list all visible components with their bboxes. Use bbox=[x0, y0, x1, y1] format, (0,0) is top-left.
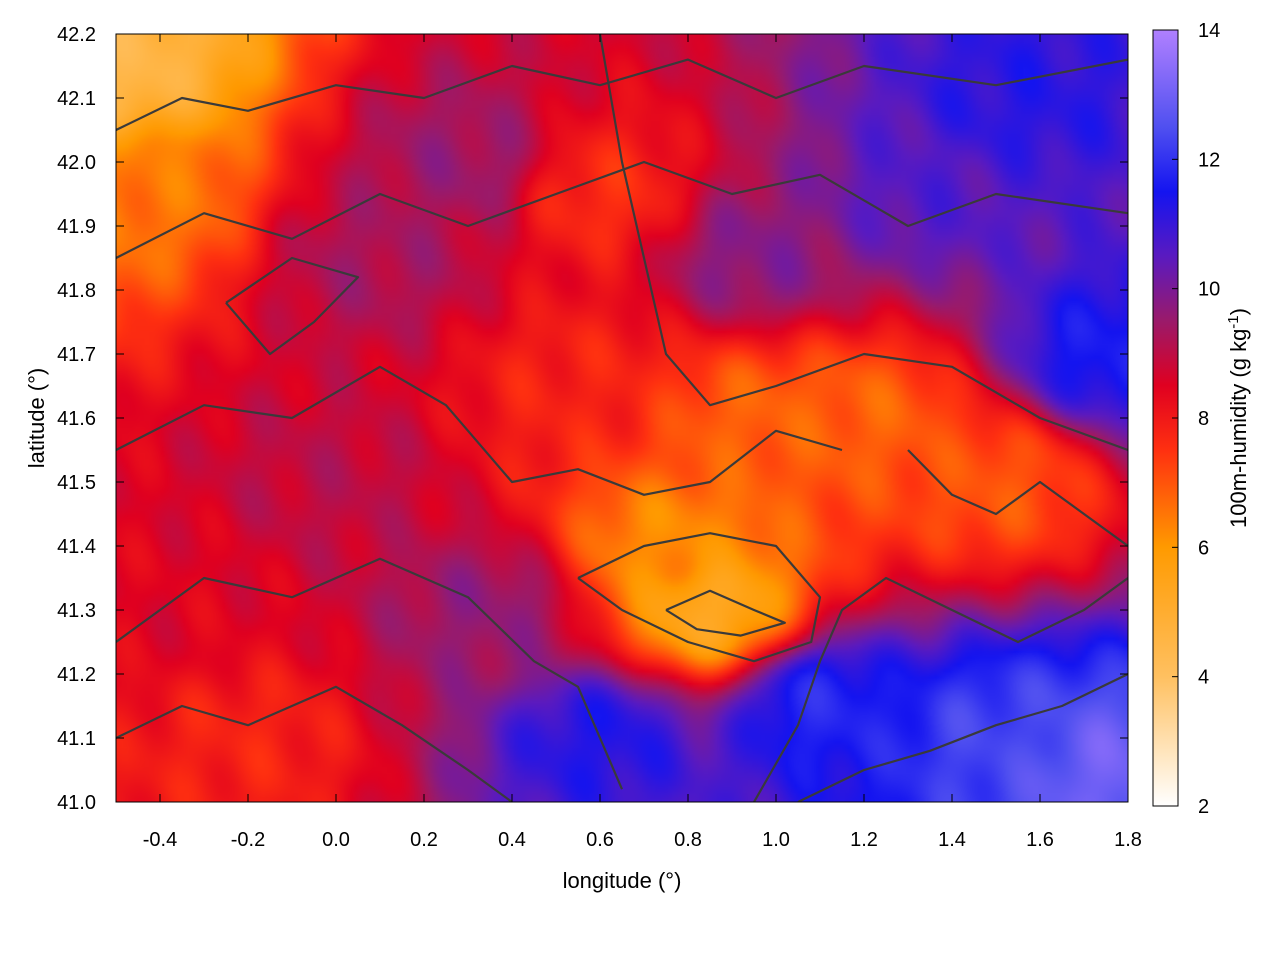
x-tick-label: 0.4 bbox=[498, 829, 526, 851]
colorbar-tick-label: 12 bbox=[1198, 149, 1220, 171]
x-tick-label: 0.0 bbox=[322, 829, 350, 851]
y-tick-label: 42.2 bbox=[57, 24, 96, 46]
y-tick-label: 41.3 bbox=[57, 600, 96, 622]
colorbar-tick-label: 10 bbox=[1198, 279, 1220, 301]
contour-line bbox=[116, 685, 513, 802]
x-tick-label: 1.6 bbox=[1026, 829, 1054, 851]
x-tick-label: 1.4 bbox=[938, 829, 966, 851]
colorbar-tick-label: 14 bbox=[1198, 20, 1220, 42]
contour-line bbox=[797, 673, 1128, 802]
colorbar-title-end: ) bbox=[1226, 308, 1251, 315]
contour-line bbox=[753, 576, 1128, 802]
contour-lines bbox=[116, 34, 1128, 802]
colorbar: 2 4 6 8 10 12 14 100m-humidity (g kg-1) bbox=[1152, 20, 1251, 818]
contour-line bbox=[116, 557, 624, 790]
y-tick-label: 41.7 bbox=[57, 344, 96, 366]
y-tick-label: 42.0 bbox=[57, 152, 96, 174]
x-axis: -0.4 -0.2 0.0 0.2 0.4 0.6 0.8 1.0 1.2 1.4 1.6 1.8 bbox=[143, 34, 1142, 851]
y-tick-label: 41.8 bbox=[57, 280, 96, 302]
x-tick-label: 1.0 bbox=[762, 829, 790, 851]
x-tick-label: 0.2 bbox=[410, 829, 438, 851]
y-tick-label: 42.1 bbox=[57, 88, 96, 110]
y-tick-label: 41.6 bbox=[57, 408, 96, 430]
plot-area bbox=[116, 34, 1128, 802]
y-tick-label: 41.2 bbox=[57, 664, 96, 686]
colorbar-tick-label: 2 bbox=[1198, 796, 1209, 818]
contour-line bbox=[116, 58, 1128, 131]
x-tick-label: 0.8 bbox=[674, 829, 702, 851]
x-tick-label: -0.2 bbox=[231, 829, 265, 851]
y-axis: 41.0 41.1 41.2 41.3 41.4 41.5 41.6 41.7 41.8 41.9… bbox=[57, 24, 1128, 814]
colorbar-title-sup: -1 bbox=[1225, 315, 1242, 328]
contour-line bbox=[116, 160, 1128, 259]
x-axis-title: longitude (°) bbox=[563, 868, 682, 893]
colorbar-title-base: 100m-humidity (g kg bbox=[1226, 329, 1251, 528]
contour-line bbox=[598, 34, 1128, 452]
contour-line bbox=[577, 532, 822, 663]
colorbar-title: 100m-humidity (g kg-1) bbox=[1225, 308, 1251, 528]
contour-line bbox=[665, 589, 786, 637]
contour-line bbox=[116, 365, 843, 496]
y-tick-label: 41.1 bbox=[57, 728, 96, 750]
y-axis-title: latitude (°) bbox=[24, 368, 49, 469]
colorbar-tick-label: 6 bbox=[1198, 537, 1209, 559]
x-tick-label: 0.6 bbox=[586, 829, 614, 851]
x-tick-label: 1.2 bbox=[850, 829, 878, 851]
contour-line bbox=[907, 449, 1128, 547]
y-tick-label: 41.4 bbox=[57, 536, 96, 558]
y-tick-label: 41.0 bbox=[57, 792, 96, 814]
colorbar-tick-label: 4 bbox=[1198, 667, 1209, 689]
colorbar-ticks: 2 4 6 8 10 12 14 bbox=[1172, 20, 1220, 818]
contour-line bbox=[225, 256, 360, 356]
y-tick-label: 41.9 bbox=[57, 216, 96, 238]
x-tick-label: -0.4 bbox=[143, 829, 177, 851]
colorbar-tick-label: 8 bbox=[1198, 408, 1209, 430]
y-tick-label: 41.5 bbox=[57, 472, 96, 494]
x-tick-label: 1.8 bbox=[1114, 829, 1142, 851]
humidity-field bbox=[116, 34, 1128, 802]
